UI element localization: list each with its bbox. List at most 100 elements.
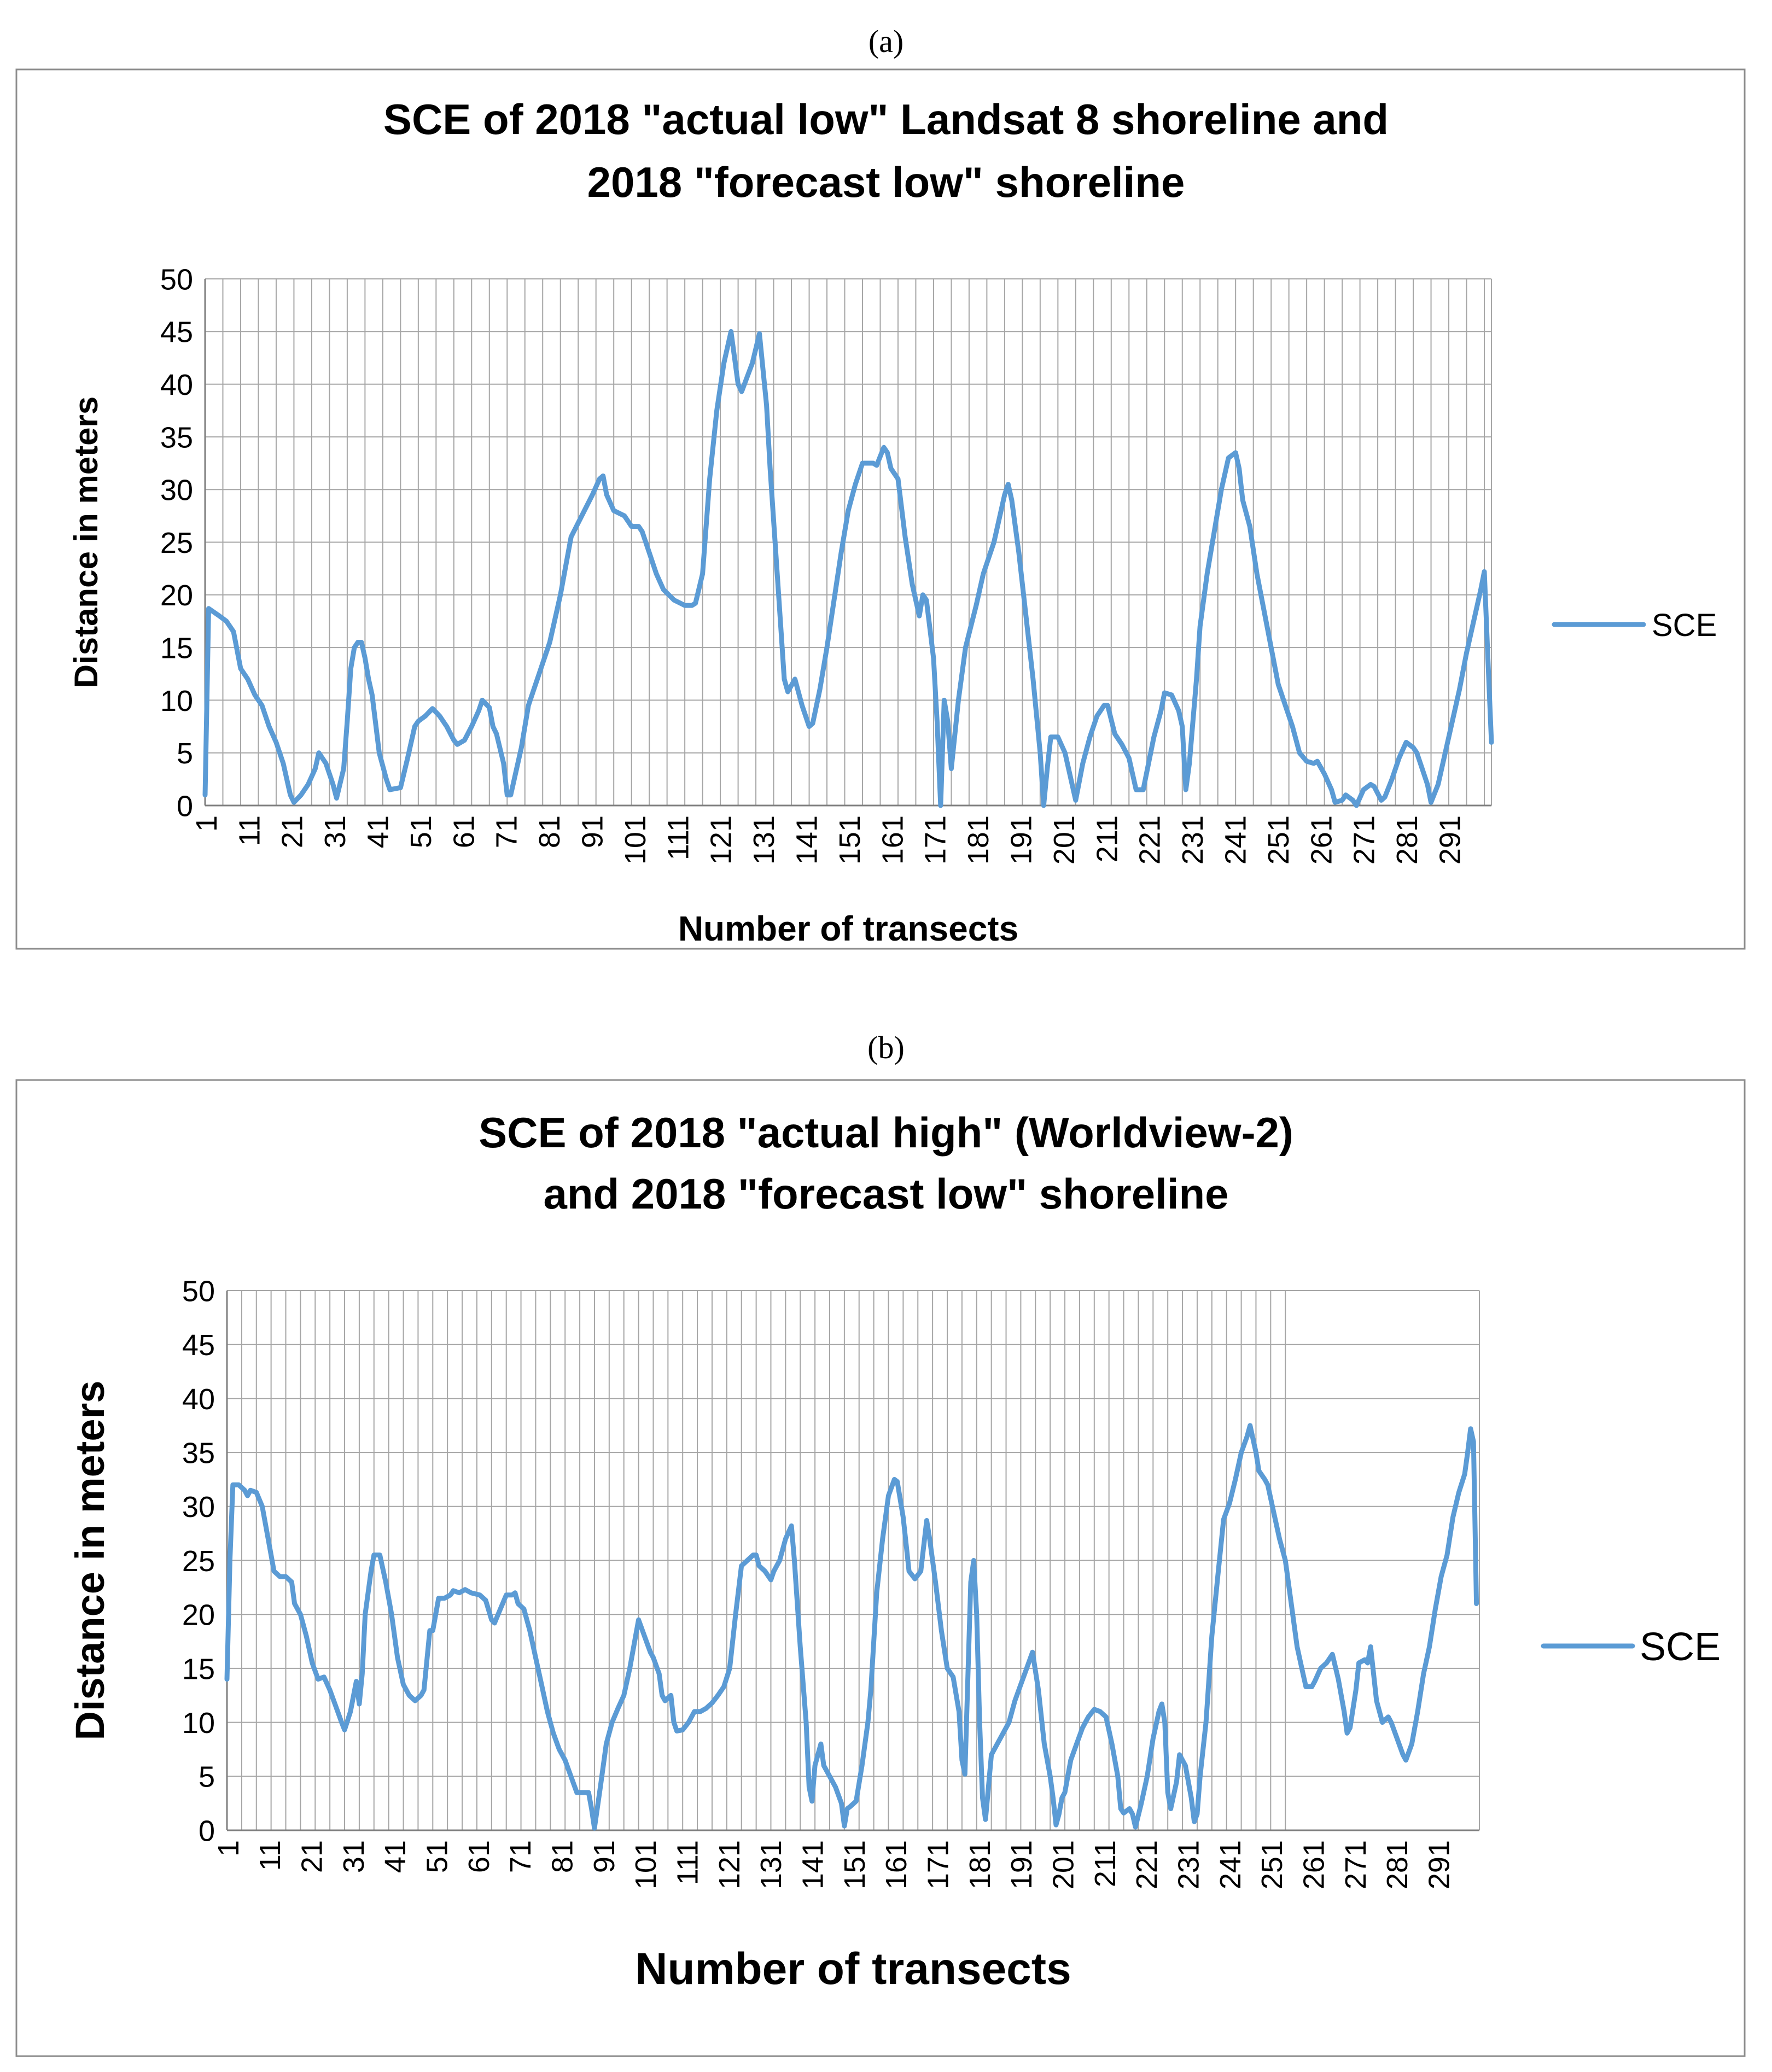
y-axis-title: Distance in meters <box>67 1380 113 1740</box>
x-tick-label: 101 <box>629 1840 662 1889</box>
chart-a: (a) SCE of 2018 "actual low" Landsat 8 sh… <box>15 24 1746 950</box>
y-tick-label: 40 <box>160 369 193 401</box>
x-tick-label: 121 <box>705 815 738 865</box>
x-tick-label: 1 <box>190 815 223 832</box>
x-tick-label: 161 <box>876 815 909 865</box>
x-tick-label: 191 <box>1005 815 1038 865</box>
x-tick-label: 241 <box>1214 1840 1247 1889</box>
x-tick-label: 211 <box>1091 815 1123 862</box>
x-tick-label: 141 <box>797 1840 830 1889</box>
x-tick-label: 181 <box>964 1840 996 1889</box>
y-tick-label: 0 <box>199 1814 215 1847</box>
x-tick-label: 251 <box>1262 815 1295 865</box>
x-tick-label: 161 <box>880 1840 913 1889</box>
y-tick-label: 30 <box>182 1491 215 1524</box>
x-tick-label: 181 <box>962 815 995 865</box>
chart-title-line: SCE of 2018 "actual low" Landsat 8 shore… <box>383 95 1389 143</box>
x-tick-label: 151 <box>833 815 866 865</box>
y-tick-label: 45 <box>182 1329 215 1362</box>
x-tick-label: 281 <box>1391 815 1424 865</box>
x-tick-label: 11 <box>254 1840 287 1871</box>
x-axis-title: Number of transects <box>635 1944 1071 1994</box>
x-tick-label: 281 <box>1381 1840 1414 1889</box>
x-tick-label: 231 <box>1176 815 1209 865</box>
series-line-sce <box>202 329 1494 808</box>
x-tick-label: 91 <box>576 815 609 848</box>
x-tick-label: 141 <box>791 815 824 865</box>
y-tick-label: 10 <box>160 685 193 717</box>
series-line-sce <box>224 1423 1479 1831</box>
x-tick-label: 211 <box>1089 1840 1122 1887</box>
x-tick-label: 231 <box>1173 1840 1205 1889</box>
legend-label: SCE <box>1652 608 1717 643</box>
x-tick-label: 221 <box>1134 815 1167 865</box>
x-tick-label: 201 <box>1047 1840 1080 1889</box>
x-tick-label: 241 <box>1220 815 1252 865</box>
y-tick-label: 0 <box>177 790 193 822</box>
y-tick-label: 35 <box>160 421 193 454</box>
x-tick-label: 291 <box>1434 815 1467 865</box>
x-tick-label: 71 <box>491 815 523 848</box>
x-tick-label: 221 <box>1130 1840 1163 1889</box>
chart-title-line: 2018 "forecast low" shoreline <box>587 158 1185 206</box>
y-tick-label: 25 <box>160 527 193 559</box>
x-tick-label: 51 <box>405 815 438 848</box>
chart-b: (b) SCE of 2018 "actual high" (Worldview-… <box>15 1030 1746 2057</box>
x-tick-label: 131 <box>755 1840 788 1889</box>
y-tick-label: 5 <box>199 1761 215 1794</box>
x-tick-label: 81 <box>533 815 566 848</box>
x-tick-label: 41 <box>362 815 395 848</box>
x-tick-label: 121 <box>713 1840 746 1889</box>
x-tick-label: 171 <box>922 1840 955 1889</box>
y-tick-label: 10 <box>182 1707 215 1740</box>
x-tick-label: 61 <box>463 1840 496 1873</box>
x-tick-label: 111 <box>672 1840 704 1885</box>
panel-label: (b) <box>867 1030 905 1065</box>
y-tick-label: 35 <box>182 1437 215 1470</box>
y-tick-label: 20 <box>160 579 193 612</box>
x-tick-label: 291 <box>1423 1840 1456 1889</box>
x-tick-label: 41 <box>379 1840 412 1873</box>
chart-title-line: and 2018 "forecast low" shoreline <box>543 1170 1228 1218</box>
y-tick-label: 50 <box>182 1275 215 1308</box>
y-tick-label: 15 <box>160 632 193 665</box>
x-tick-label: 91 <box>588 1840 621 1873</box>
x-tick-label: 261 <box>1298 1840 1331 1889</box>
chart-title-line: SCE of 2018 "actual high" (Worldview-2) <box>479 1108 1293 1157</box>
x-tick-label: 11 <box>233 815 266 846</box>
x-tick-label: 21 <box>276 815 309 848</box>
x-tick-label: 51 <box>421 1840 454 1873</box>
x-axis-title: Number of transects <box>678 909 1018 948</box>
x-tick-label: 151 <box>838 1840 871 1889</box>
x-tick-label: 21 <box>296 1840 329 1873</box>
y-tick-label: 50 <box>160 263 193 296</box>
x-tick-label: 1 <box>212 1840 245 1857</box>
y-tick-label: 5 <box>177 737 193 770</box>
x-tick-label: 261 <box>1305 815 1338 865</box>
x-tick-label: 131 <box>748 815 780 865</box>
legend-label: SCE <box>1640 1625 1721 1669</box>
x-tick-label: 111 <box>662 815 695 860</box>
x-tick-label: 171 <box>919 815 952 865</box>
x-tick-label: 71 <box>504 1840 537 1873</box>
y-tick-label: 45 <box>160 316 193 349</box>
chart-frame <box>15 68 1746 950</box>
x-tick-label: 31 <box>319 815 352 848</box>
y-tick-label: 30 <box>160 474 193 507</box>
x-tick-label: 201 <box>1048 815 1081 865</box>
y-tick-label: 15 <box>182 1653 215 1685</box>
x-tick-label: 101 <box>619 815 652 865</box>
panel-label: (a) <box>868 24 904 59</box>
y-tick-label: 20 <box>182 1599 215 1632</box>
chart-frame <box>15 1079 1746 2057</box>
x-tick-label: 191 <box>1005 1840 1038 1889</box>
y-tick-label: 40 <box>182 1383 215 1416</box>
x-tick-label: 271 <box>1339 1840 1372 1889</box>
x-tick-label: 251 <box>1256 1840 1289 1889</box>
x-tick-label: 271 <box>1348 815 1381 865</box>
y-tick-label: 25 <box>182 1545 215 1578</box>
x-tick-label: 81 <box>546 1840 579 1873</box>
x-tick-label: 31 <box>337 1840 370 1873</box>
